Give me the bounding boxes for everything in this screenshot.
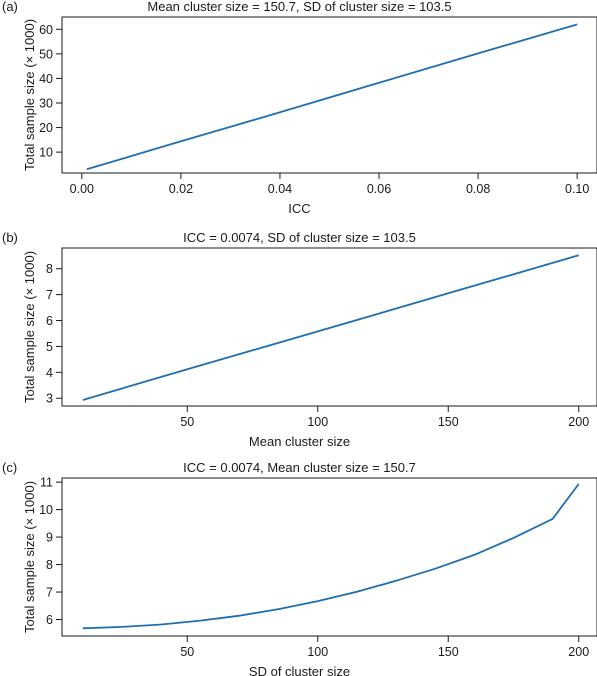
chart-title-2: ICC = 0.0074, Mean cluster size = 150.7: [183, 460, 416, 475]
x-tick-label-2-2: 150: [438, 645, 459, 659]
y-tick-label-1-4: 7: [46, 288, 53, 302]
y-tick-label-2-3: 9: [46, 531, 53, 545]
x-tick-label-2-0: 50: [180, 645, 194, 659]
panel-label-2: (c): [2, 460, 17, 475]
x-axis-label-0: ICC: [288, 201, 310, 216]
y-tick-label-0-2: 30: [39, 96, 53, 110]
x-tick-label-1-1: 100: [307, 415, 328, 429]
panel-label-1: (b): [2, 230, 18, 245]
y-tick-label-0-5: 60: [39, 23, 53, 37]
plot-frame-1: [61, 247, 597, 407]
y-tick-label-2-0: 6: [46, 613, 53, 627]
x-tick-label-0-4: 0.08: [466, 182, 490, 196]
y-axis-label-2: Total sample size (× 1000): [22, 481, 37, 633]
panel-label-0: (a): [2, 0, 18, 14]
y-tick-label-1-0: 3: [46, 392, 53, 406]
x-tick-label-1-0: 50: [180, 415, 194, 429]
plot-frame-2: [61, 477, 597, 637]
y-tick-label-0-3: 40: [39, 72, 53, 86]
y-tick-label-0-4: 50: [39, 47, 53, 61]
x-tick-label-0-3: 0.06: [367, 182, 391, 196]
y-tick-label-2-5: 11: [40, 476, 53, 490]
x-tick-label-2-3: 200: [568, 645, 589, 659]
x-tick-label-0-5: 0.10: [565, 182, 589, 196]
y-tick-label-0-0: 10: [39, 146, 53, 160]
y-axis-label-0: Total sample size (× 1000): [22, 19, 37, 171]
x-tick-label-1-3: 200: [568, 415, 589, 429]
y-tick-label-1-2: 5: [46, 340, 53, 354]
y-tick-label-0-1: 20: [39, 121, 53, 135]
x-axis-label-2: SD of cluster size: [249, 664, 350, 676]
y-axis-label-1: Total sample size (× 1000): [22, 251, 37, 403]
y-tick-label-2-4: 10: [39, 503, 53, 517]
series-line-0-0: [86, 23, 578, 171]
x-tick-label-2-1: 100: [307, 645, 328, 659]
y-tick-label-2-1: 7: [46, 586, 53, 600]
y-tick-label-2-2: 8: [46, 558, 53, 572]
chart-title-0: Mean cluster size = 150.7, SD of cluster…: [147, 0, 451, 14]
y-tick-label-1-5: 8: [46, 262, 53, 276]
x-tick-label-0-2: 0.04: [268, 182, 292, 196]
series-line-1-0: [82, 254, 579, 401]
y-tick-label-1-3: 6: [46, 314, 53, 328]
x-tick-label-0-0: 0.00: [70, 182, 94, 196]
y-tick-label-1-1: 4: [46, 366, 53, 380]
x-tick-label-0-1: 0.02: [169, 182, 193, 196]
x-axis-label-1: Mean cluster size: [249, 434, 350, 449]
plot-frame-0: [61, 16, 597, 174]
chart-title-1: ICC = 0.0074, SD of cluster size = 103.5: [183, 230, 416, 245]
series-line-2-0: [82, 483, 580, 630]
x-tick-label-1-2: 150: [438, 415, 459, 429]
